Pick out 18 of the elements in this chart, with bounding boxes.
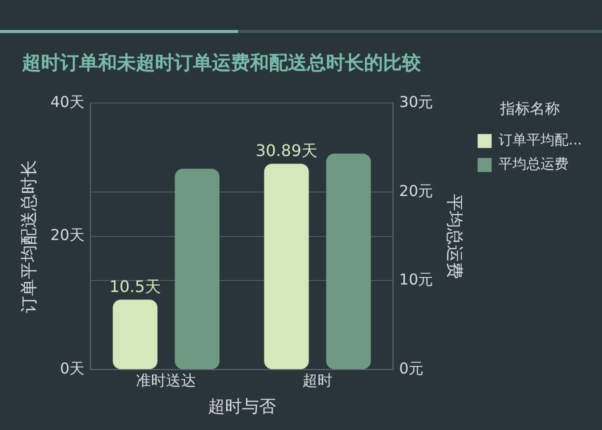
y-tick-label: 20天 [50,226,84,244]
data-label: 30.89天 [256,140,318,160]
data-label: 10.5天 [109,276,161,296]
y2-tick-label: 20元 [399,182,434,200]
x-tick-label: 准时送达 [136,371,196,390]
y-tick-label: 40天 [50,92,84,111]
chart-title: 超时订单和未超时订单运费和配送总时长的比较 [22,51,421,76]
legend-label: 订单平均配... [498,132,582,149]
legend-label: 平均总运费 [498,156,569,173]
y-tick-label: 0天 [60,359,84,378]
x-axis-title: 超时与否 [208,397,276,418]
y2-tick-label: 30元 [399,92,434,111]
y-axis-title: 订单平均配送总时长 [20,160,40,313]
y2-tick-label: 0元 [399,359,424,378]
y2-axis-title: 平均总运费 [444,194,464,279]
legend-title: 指标名称 [498,99,560,118]
y2-tick-label: 10元 [399,270,434,289]
x-tick-label: 超时 [302,371,332,390]
